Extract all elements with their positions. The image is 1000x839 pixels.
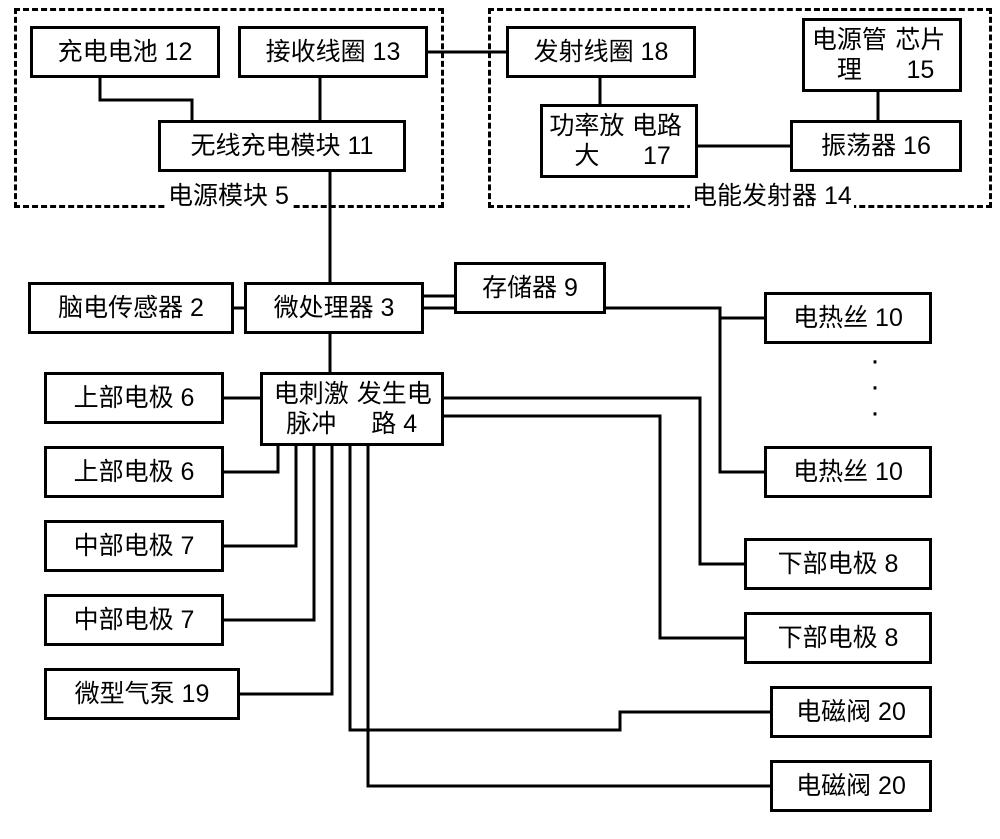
region-energy-transmitter-label: 电能发射器 14	[690, 176, 854, 212]
vdot-0: ·	[870, 356, 880, 366]
node-n9: 存储器 9	[454, 262, 606, 314]
node-n10a: 电热丝 10	[764, 292, 932, 344]
node-n18: 发射线圈 18	[506, 26, 696, 78]
node-n7b: 中部电极 7	[44, 594, 224, 646]
node-n16: 振荡器 16	[790, 120, 962, 172]
vdot-1: ·	[870, 382, 880, 392]
node-n11: 无线充电模块 11	[158, 120, 406, 172]
node-n8a: 下部电极 8	[744, 538, 932, 590]
node-n10b: 电热丝 10	[764, 446, 932, 498]
node-n19: 微型气泵 19	[44, 668, 240, 720]
node-n20b: 电磁阀 20	[770, 760, 932, 812]
region-power-module-label: 电源模块 5	[166, 176, 291, 212]
node-n3: 微处理器 3	[244, 282, 424, 334]
node-n7a: 中部电极 7	[44, 520, 224, 572]
node-n6b: 上部电极 6	[44, 446, 224, 498]
node-n13: 接收线圈 13	[238, 26, 428, 78]
node-n2: 脑电传感器 2	[28, 282, 234, 334]
node-n15: 电源管理芯片 15	[802, 18, 962, 92]
diagram-canvas: 电源模块 5 电能发射器 14 充电电池 12 接收线圈 13 无线充电模块 11 发射线…	[0, 0, 1000, 839]
node-n4: 电刺激脉冲发生电路 4	[260, 372, 444, 446]
node-n12: 充电电池 12	[30, 26, 220, 78]
node-n6a: 上部电极 6	[44, 372, 224, 424]
vdot-2: ·	[870, 408, 880, 418]
node-n20a: 电磁阀 20	[770, 686, 932, 738]
node-n17: 功率放大电路 17	[540, 104, 698, 178]
node-n8b: 下部电极 8	[744, 612, 932, 664]
